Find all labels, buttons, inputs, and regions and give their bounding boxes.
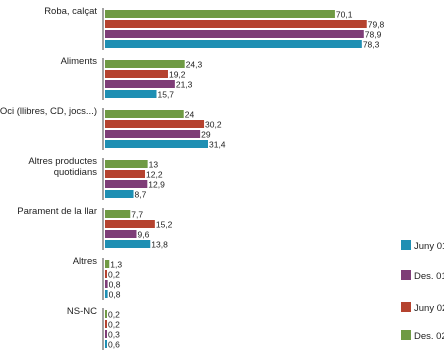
- bar: [105, 40, 362, 48]
- category-label-line: Altres: [73, 256, 98, 267]
- data-label: 0,8: [109, 290, 121, 300]
- data-label: 70,1: [336, 10, 353, 20]
- bar: [105, 10, 335, 18]
- category-group: Aliments 24,319,221,315,7: [61, 56, 203, 100]
- data-label: 24: [185, 110, 195, 120]
- data-label: 13: [149, 160, 159, 170]
- bar: [105, 130, 201, 138]
- data-label: 0,2: [108, 270, 120, 280]
- data-label: 0,2: [108, 310, 120, 320]
- category-label: Altres productes quotidians: [28, 156, 97, 178]
- bar: [105, 140, 208, 148]
- bar: [105, 240, 151, 248]
- bar: [105, 280, 108, 288]
- category-group: Altres 1,30,20,80,8: [73, 256, 122, 300]
- data-label: 15,7: [157, 90, 174, 100]
- bar: [105, 310, 107, 318]
- legend-swatch: [401, 330, 411, 340]
- data-label: 78,3: [363, 40, 380, 50]
- bar: [105, 320, 107, 328]
- data-label: 7,7: [131, 210, 143, 220]
- data-label: 8,7: [135, 190, 147, 200]
- category-label-line: quotidians: [54, 167, 98, 178]
- category-label: Parament de la llar: [17, 206, 97, 217]
- bar: [105, 20, 367, 28]
- data-label: 12,9: [148, 180, 165, 190]
- legend-label: Juny 01: [414, 241, 444, 252]
- data-label: 30,2: [205, 120, 222, 130]
- data-label: 12,2: [146, 170, 163, 180]
- category-group: Roba, calçat 70,1 79,878,978,3: [44, 6, 385, 50]
- legend-swatch: [401, 240, 411, 250]
- legend-swatch: [401, 270, 411, 280]
- bar: [105, 70, 168, 78]
- category-groups: Roba, calçat 70,1 79,878,978,3 Aliments 24,3…: [0, 6, 385, 350]
- bar: [105, 170, 146, 178]
- data-label: 19,2: [169, 70, 186, 80]
- bar: [105, 340, 107, 348]
- bar: [105, 60, 185, 68]
- data-label: 0,6: [108, 340, 120, 350]
- category-label: Aliments: [61, 56, 98, 67]
- bar: [105, 190, 134, 198]
- legend-label: Juny 02: [414, 303, 444, 314]
- bar: [105, 80, 175, 88]
- category-label-line: Roba, calçat: [44, 6, 97, 17]
- data-label: 31,4: [209, 140, 226, 150]
- data-label: 1,3: [110, 260, 122, 270]
- data-label: 21,3: [176, 80, 193, 90]
- data-label: 0,2: [108, 320, 120, 330]
- bar: [105, 110, 184, 118]
- category-label: Roba, calçat: [44, 6, 97, 17]
- bar: [105, 270, 107, 278]
- category-label-line: Aliments: [61, 56, 98, 67]
- bar: [105, 260, 110, 268]
- category-group: NS-NC 0,20,20,30,6: [67, 306, 120, 350]
- bar: [105, 180, 148, 188]
- legend: Juny 01 Des. 01 Juny 02 Des. 02: [401, 240, 444, 342]
- category-label: NS-NC: [67, 306, 97, 317]
- data-label: 13,8: [151, 240, 168, 250]
- bar: [105, 290, 108, 298]
- data-label: 24,3: [186, 60, 203, 70]
- bar: [105, 220, 155, 228]
- category-group: Parament de la llar 7,7 15,2 9,613,8: [17, 206, 173, 250]
- data-label: 78,9: [365, 30, 382, 40]
- data-label: 0,8: [109, 280, 121, 290]
- bar: [105, 230, 137, 238]
- legend-label: Des. 01: [414, 271, 444, 282]
- category-label-line: Oci (llibres, CD, jocs...): [0, 106, 97, 117]
- category-label-line: NS-NC: [67, 306, 97, 317]
- data-label: 29: [201, 130, 211, 140]
- bar: [105, 210, 131, 218]
- category-label-line: Parament de la llar: [17, 206, 97, 217]
- category-label: Altres: [73, 256, 98, 267]
- legend-swatch: [401, 302, 411, 312]
- data-label: 79,8: [368, 20, 385, 30]
- bar: [105, 120, 205, 128]
- data-label: 0,3: [108, 330, 120, 340]
- bar: [105, 90, 157, 98]
- category-label: Oci (llibres, CD, jocs...): [0, 106, 97, 117]
- data-label: 15,2: [156, 220, 173, 230]
- bar: [105, 330, 107, 338]
- data-label: 9,6: [137, 230, 149, 240]
- legend-label: Des. 02: [414, 331, 444, 342]
- category-label-line: Altres productes: [28, 156, 97, 167]
- bar: [105, 160, 148, 168]
- bar: [105, 30, 364, 38]
